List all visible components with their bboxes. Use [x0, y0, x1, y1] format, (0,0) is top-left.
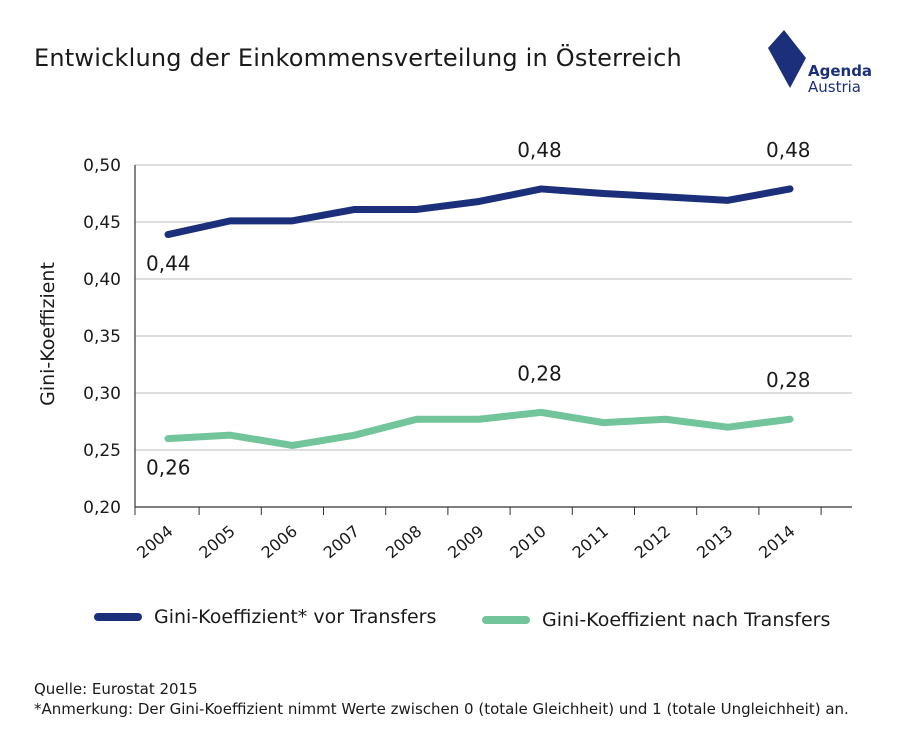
- legend-swatch-nach: [482, 616, 530, 624]
- y-tick-label: 0,25: [83, 441, 121, 461]
- y-tick-label: 0,20: [83, 498, 121, 518]
- data-label: 0,44: [146, 252, 191, 276]
- y-tick-label: 0,45: [83, 213, 121, 233]
- legend-label-vor: Gini-Koeffizient* vor Transfers: [154, 606, 437, 628]
- x-tick-label: 2012: [631, 522, 674, 563]
- data-label: 0,48: [766, 138, 811, 162]
- y-tick-label: 0,50: [83, 156, 121, 176]
- source-note: Quelle: Eurostat 2015: [34, 680, 198, 698]
- logo-mark-icon: [768, 30, 806, 88]
- legend-item-vor-transfers: Gini-Koeffizient* vor Transfers: [94, 606, 436, 628]
- series-line-vor-transfers: [164, 185, 794, 239]
- data-label: 0,48: [517, 138, 562, 162]
- data-label: 0,28: [517, 361, 562, 385]
- legend-item-nach-transfers: Gini-Koeffizient nach Transfers: [482, 609, 830, 631]
- data-label: 0,26: [146, 456, 191, 480]
- x-tick-label: 2007: [320, 522, 363, 563]
- y-tick-label: 0,35: [83, 327, 121, 347]
- x-tick-label: 2005: [195, 522, 238, 563]
- x-tick-label: 2011: [569, 522, 612, 563]
- chart-title: Entwicklung der Einkommensverteilung in …: [34, 44, 682, 72]
- y-tick-label: 0,40: [83, 270, 121, 290]
- legend-swatch-vor: [94, 613, 142, 621]
- x-tick-label: 2006: [258, 522, 301, 563]
- agenda-austria-logo: [768, 30, 806, 88]
- y-axis-label: Gini-Koeffizient: [37, 262, 59, 406]
- series-line-nach-transfers: [164, 408, 794, 449]
- x-tick-label: 2010: [506, 522, 549, 563]
- data-label: 0,28: [766, 368, 811, 392]
- x-tick-label: 2009: [444, 522, 487, 563]
- line-chart: 0,20 0,25 0,30 0,35 0,40 0,45 0,50 2004 2005 2006…: [37, 138, 852, 563]
- x-tick-label: 2004: [133, 522, 176, 563]
- logo-text-austria: Austria: [808, 78, 861, 96]
- footnote: *Anmerkung: Der Gini-Koeffizient nimmt W…: [34, 700, 849, 718]
- legend-label-nach: Gini-Koeffizient nach Transfers: [542, 609, 831, 631]
- logo-text-agenda: Agenda: [808, 62, 873, 80]
- x-tick-label: 2014: [755, 522, 798, 563]
- y-tick-label: 0,30: [83, 384, 121, 404]
- x-tick-label: 2008: [382, 522, 425, 563]
- x-tick-label: 2013: [693, 522, 736, 563]
